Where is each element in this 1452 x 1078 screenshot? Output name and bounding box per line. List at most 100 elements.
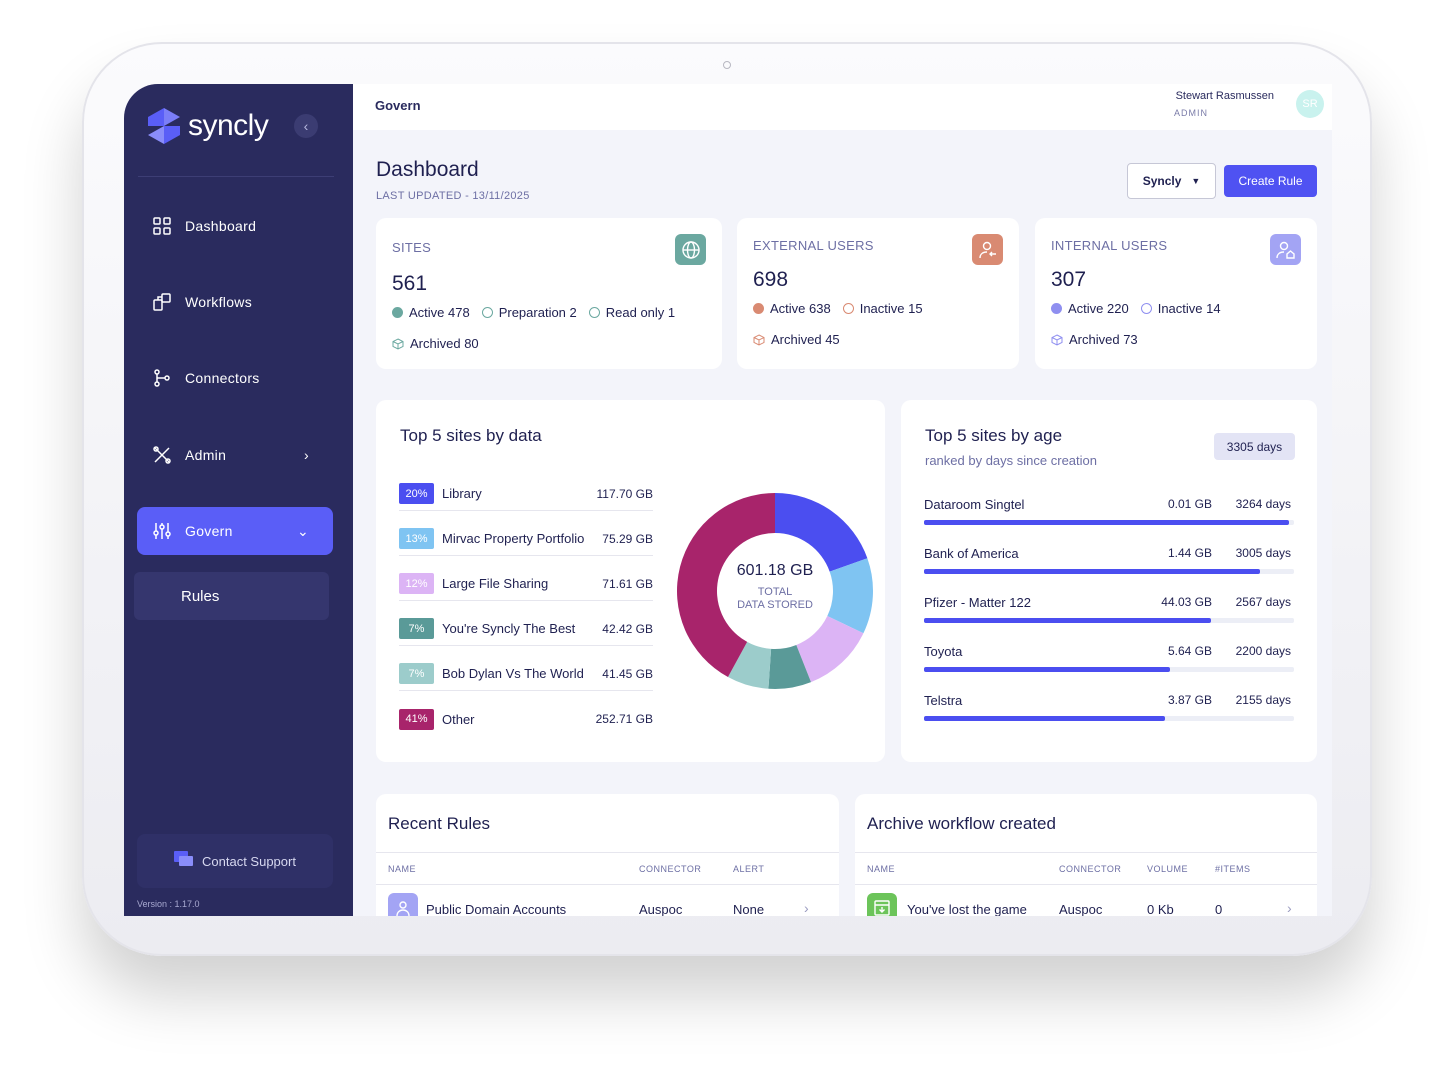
collapse-sidebar-button[interactable]: ‹ xyxy=(294,114,318,138)
workflow-items: 0 xyxy=(1215,902,1223,916)
sidebar-item-govern[interactable]: Govern ⌄ xyxy=(137,507,333,555)
internal-user-icon xyxy=(1270,234,1301,265)
col-name[interactable]: NAME xyxy=(867,864,896,874)
sidebar-item-connectors[interactable]: Connectors xyxy=(137,354,333,402)
site-row[interactable]: 7% You're Syncly The Best 42.42 GB xyxy=(399,612,653,646)
legend-archived: Archived 45 xyxy=(753,332,840,347)
chat-icon xyxy=(174,850,194,872)
age-bar-fill xyxy=(924,520,1289,525)
stat-value: 307 xyxy=(1051,268,1087,291)
age-bar-fill xyxy=(924,569,1260,574)
cube-icon xyxy=(392,337,404,350)
site-row[interactable]: 7% Bob Dylan Vs The World 41.45 GB xyxy=(399,657,653,691)
card-subtitle: ranked by days since creation xyxy=(925,453,1097,468)
site-row[interactable]: 20% Library 117.70 GB xyxy=(399,477,653,511)
donut-slice-2[interactable] xyxy=(796,616,864,683)
donut-center: 601.18 GB TOTAL DATA STORED xyxy=(716,562,834,612)
col-name[interactable]: NAME xyxy=(388,864,417,874)
col-connector[interactable]: CONNECTOR xyxy=(1059,864,1122,874)
app-screen: syncly ‹ Dashboard Workflows Connectors xyxy=(124,84,1332,916)
site-size: 1.44 GB xyxy=(1167,546,1212,560)
create-rule-button[interactable]: Create Rule xyxy=(1224,165,1317,197)
donut-slice-3[interactable] xyxy=(768,644,811,689)
donut-slice-4[interactable] xyxy=(727,641,772,689)
site-size: 75.29 GB xyxy=(602,531,653,546)
dot-icon xyxy=(753,303,764,314)
site-name: Toyota xyxy=(924,644,963,659)
site-size: 41.45 GB xyxy=(602,666,653,681)
legend-text: Active 638 xyxy=(770,301,831,316)
contact-support-button[interactable]: Contact Support xyxy=(137,834,333,888)
sidebar-subitem-rules[interactable]: Rules xyxy=(134,572,329,620)
internal-archived-row: Archived 73 xyxy=(1051,332,1138,347)
cube-icon xyxy=(753,333,765,346)
sidebar-item-dashboard[interactable]: Dashboard xyxy=(137,202,333,250)
card-title: Top 5 sites by data xyxy=(400,426,542,445)
donut-slice-5[interactable] xyxy=(677,493,775,677)
donut-slice-0[interactable] xyxy=(775,493,868,572)
breadcrumb[interactable]: Govern xyxy=(375,98,421,113)
site-row[interactable]: 13% Mirvac Property Portfolio 75.29 GB xyxy=(399,522,653,556)
legend-text: Read only 1 xyxy=(605,305,676,320)
site-row[interactable]: 41% Other 252.71 GB xyxy=(399,702,653,736)
avatar[interactable]: SR xyxy=(1296,90,1324,118)
sidebar-item-admin[interactable]: Admin › xyxy=(137,431,333,479)
workflow-name: You've lost the game xyxy=(907,902,1027,916)
site-name: Large File Sharing xyxy=(442,576,549,591)
user-role: ADMIN xyxy=(1174,108,1208,118)
site-age: 3005 days xyxy=(1235,546,1291,560)
col-items[interactable]: #ITEMS xyxy=(1215,864,1251,874)
site-size: 44.03 GB xyxy=(1161,595,1212,609)
legend-active: Active 478 xyxy=(392,305,470,320)
archive-workflow-card: Archive workflow created NAME CONNECTOR … xyxy=(855,794,1317,916)
chevron-right-icon[interactable]: › xyxy=(1287,900,1292,916)
site-name: Bob Dylan Vs The World xyxy=(442,666,584,681)
chevron-right-icon[interactable]: › xyxy=(804,900,809,916)
stat-value: 561 xyxy=(392,272,428,295)
percent-badge: 7% xyxy=(399,663,434,684)
total-value: 601.18 GB xyxy=(736,562,814,579)
sliders-icon xyxy=(153,522,171,540)
col-connector[interactable]: CONNECTOR xyxy=(639,864,702,874)
max-age-badge: 3305 days xyxy=(1214,433,1295,460)
card-title: Top 5 sites by age xyxy=(925,426,1063,445)
chevron-left-icon: ‹ xyxy=(303,118,309,134)
ring-icon xyxy=(842,303,854,314)
sidebar-divider xyxy=(138,176,334,177)
sidebar-item-workflows[interactable]: Workflows xyxy=(137,278,333,326)
age-bar-track xyxy=(924,667,1294,672)
legend-text: Archived 73 xyxy=(1069,332,1138,347)
user-icon xyxy=(388,893,418,916)
total-label: TOTAL DATA STORED xyxy=(716,586,834,612)
card-title: Recent Rules xyxy=(388,814,491,833)
chevron-right-icon: › xyxy=(304,447,309,463)
ring-icon xyxy=(481,307,493,318)
col-volume[interactable]: VOLUME xyxy=(1147,864,1189,874)
user-name: Stewart Rasmussen xyxy=(1175,90,1274,102)
stat-value: 698 xyxy=(753,268,789,291)
donut-slice-1[interactable] xyxy=(827,558,873,634)
version-label: Version : 1.17.0 xyxy=(137,899,200,909)
age-bar-fill xyxy=(924,667,1170,672)
contact-support-label: Contact Support xyxy=(202,853,296,869)
top-sites-data-card: Top 5 sites by data 20% Library 117.70 GB 1… xyxy=(376,400,885,762)
site-name: Library xyxy=(442,486,482,501)
legend-active: Active 220 xyxy=(1051,301,1129,316)
internal-users-card: INTERNAL USERS 307 Active 220 Inactive 1… xyxy=(1035,218,1317,369)
page-title: Dashboard xyxy=(376,158,479,181)
last-updated: LAST UPDATED - 13/11/2025 xyxy=(376,190,530,202)
external-archived-row: Archived 45 xyxy=(753,332,840,347)
col-alert[interactable]: ALERT xyxy=(733,864,765,874)
age-bar-track xyxy=(924,520,1294,525)
percent-badge: 20% xyxy=(399,483,434,504)
tenant-select[interactable]: Syncly ▼ xyxy=(1127,163,1216,199)
camera-dot xyxy=(723,61,731,69)
site-name: Other xyxy=(442,711,475,727)
site-row[interactable]: 12% Large File Sharing 71.61 GB xyxy=(399,567,653,601)
site-size: 5.64 GB xyxy=(1167,644,1212,658)
legend-text: Inactive 15 xyxy=(859,301,923,316)
card-title: Archive workflow created xyxy=(867,814,1056,833)
percent-badge: 12% xyxy=(399,573,434,594)
site-name: Pfizer - Matter 122 xyxy=(924,595,1031,610)
connector-icon xyxy=(153,369,171,387)
